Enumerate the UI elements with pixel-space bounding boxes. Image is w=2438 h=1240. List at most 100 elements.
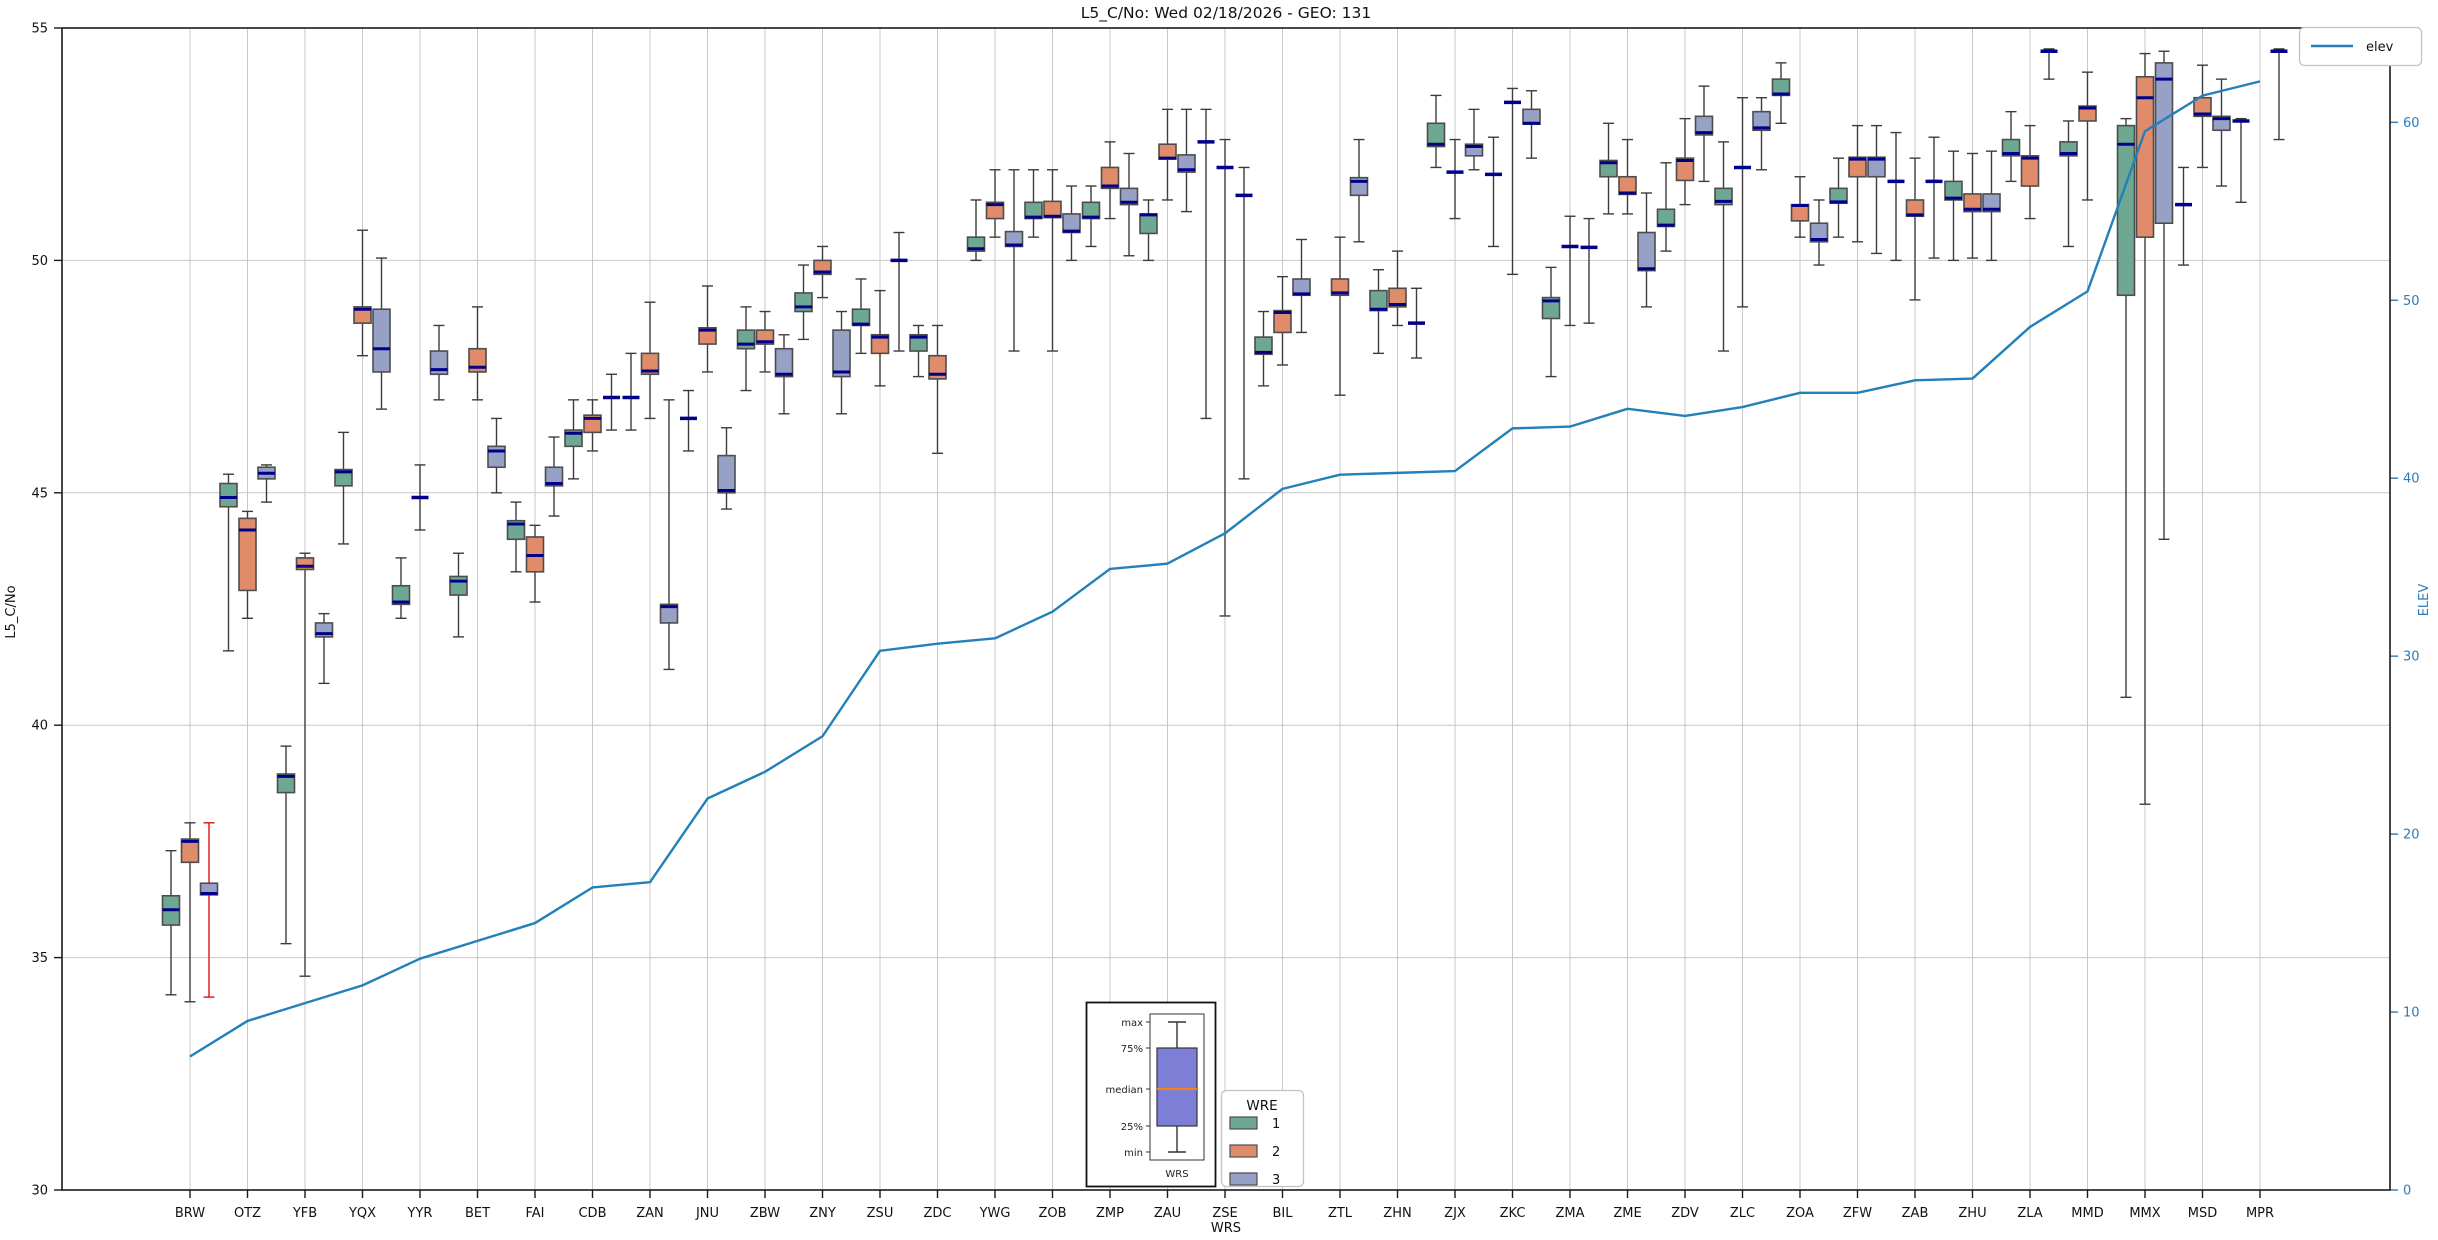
box-ZHN-wre1 — [1369, 268, 1388, 355]
y-tick-label-right: 30 — [2403, 650, 2420, 665]
box-JNU-wre2 — [698, 285, 717, 373]
box-YWG-wre1 — [966, 199, 986, 262]
y-tick-label-left: 50 — [31, 254, 48, 269]
box-ZKC-wre2 — [1504, 87, 1521, 276]
x-tick-label-ZOB: ZOB — [1038, 1206, 1066, 1221]
box-ZHU-wre3 — [1982, 150, 2001, 262]
box-BRW-wre1 — [161, 849, 181, 996]
inset-label-max: max — [1121, 1018, 1143, 1029]
box — [1541, 296, 1561, 320]
box — [1963, 193, 1982, 213]
x-tick-label-ZTL: ZTL — [1328, 1206, 1353, 1221]
box-YYR-wre2 — [411, 464, 429, 531]
x-tick-label-YYR: YYR — [407, 1206, 433, 1221]
boxplot-key-inset: max 75% median 25% min WRS — [1085, 1001, 1217, 1188]
box-ZMP-wre3 — [1119, 152, 1139, 257]
box — [909, 333, 928, 352]
box — [1330, 278, 1350, 297]
box-MSD-wre3 — [2212, 78, 2231, 187]
box-ZAU-wre1 — [1139, 199, 1158, 262]
box-ZDC-wre1 — [909, 324, 928, 378]
box-ZDV-wre1 — [1656, 162, 1676, 252]
box-ZHN-wre2 — [1388, 250, 1407, 327]
box-ZNY-wre2 — [813, 245, 832, 299]
box-ZLC-wre2 — [1734, 97, 1751, 308]
x-tick-label-ZOA: ZOA — [1786, 1206, 1814, 1221]
box — [219, 482, 238, 508]
box-YQX-wre1 — [334, 431, 353, 545]
box-ZFW-wre2 — [1848, 124, 1867, 243]
box-ZTL-wre2 — [1330, 236, 1350, 396]
x-tick-label-BRW: BRW — [175, 1206, 205, 1221]
box-ZOA-wre1 — [1771, 62, 1791, 124]
y-tick-label-right: 0 — [2403, 1184, 2411, 1199]
box — [774, 347, 794, 378]
inset-label-q3: 75% — [1121, 1044, 1143, 1055]
wre-2-swatch — [1229, 1144, 1258, 1158]
box-ZDV-wre3 — [1694, 85, 1714, 183]
box-MSD-wre1 — [2175, 166, 2192, 266]
box-ZAU-wre2 — [1158, 108, 1177, 201]
box — [1599, 159, 1618, 178]
wre-legend-title: WRE — [1246, 1098, 1277, 1114]
x-tick-label-FAI: FAI — [525, 1206, 544, 1221]
box-ZOA-wre2 — [1790, 176, 1810, 238]
y-tick-label-left: 45 — [31, 486, 48, 501]
box-CDB-wre1 — [564, 399, 583, 480]
y-tick-label-left: 30 — [31, 1184, 48, 1199]
x-tick-label-ZDV: ZDV — [1671, 1206, 1699, 1221]
box-ZME-wre3 — [1637, 192, 1656, 308]
box-ZNY-wre3 — [832, 310, 851, 415]
box-OTZ-wre1 — [219, 473, 238, 652]
box — [2078, 105, 2097, 122]
x-tick-label-YWG: YWG — [979, 1206, 1011, 1221]
box-MMX-wre3 — [2154, 50, 2174, 540]
box — [1790, 203, 1810, 222]
x-tick-label-ZAN: ZAN — [636, 1206, 664, 1221]
x-tick-label-MPR: MPR — [2246, 1206, 2274, 1221]
box-MMX-wre1 — [2116, 117, 2136, 699]
box-BIL-wre3 — [1292, 238, 1311, 334]
box-ZJX-wre2 — [1446, 138, 1464, 220]
elev-line — [189, 80, 2261, 1058]
box — [640, 352, 660, 376]
box-OTZ-wre3 — [257, 464, 276, 503]
box — [870, 333, 890, 355]
box-ZAU-wre3 — [1177, 108, 1196, 213]
box-ZBW-wre2 — [755, 310, 775, 373]
y-axis-label-right: ELEV — [2417, 584, 2432, 617]
box-BET-wre2 — [468, 306, 487, 401]
x-tick-label-ZME: ZME — [1613, 1206, 1641, 1221]
box-JNU-wre1 — [680, 389, 697, 452]
x-tick-label-MMD: MMD — [2071, 1206, 2103, 1221]
box-YFB-wre1 — [276, 745, 296, 945]
box-ZAN-wre1 — [622, 352, 640, 431]
box — [1848, 156, 1867, 178]
y-tick-label-right: 60 — [2403, 116, 2420, 131]
box-ZFW-wre1 — [1829, 157, 1848, 238]
box-ZHU-wre2 — [1963, 152, 1982, 259]
box-ZMP-wre2 — [1100, 141, 1120, 220]
x-tick-label-ZHN: ZHN — [1383, 1206, 1411, 1221]
box-BIL-wre2 — [1273, 275, 1292, 366]
wre-1-swatch — [1229, 1116, 1258, 1130]
box-ZDV-wre2 — [1675, 117, 1695, 206]
box — [1637, 231, 1656, 272]
box — [1464, 143, 1484, 157]
box — [1388, 287, 1407, 308]
box-ZAN-wre3 — [659, 399, 679, 671]
box — [391, 584, 411, 606]
box-ZHU-wre1 — [1944, 150, 1963, 262]
box-ZDC-wre2 — [928, 324, 947, 454]
box — [832, 329, 851, 378]
box — [1426, 122, 1446, 148]
plot-border — [61, 27, 2391, 1191]
box-CDB-wre3 — [603, 373, 620, 431]
box-ZKC-wre3 — [1522, 90, 1541, 159]
box — [1982, 193, 2001, 213]
x-tick-label-OTZ: OTZ — [234, 1206, 261, 1221]
box-ZSU-wre1 — [851, 278, 871, 355]
box-YFB-wre2 — [295, 552, 315, 977]
